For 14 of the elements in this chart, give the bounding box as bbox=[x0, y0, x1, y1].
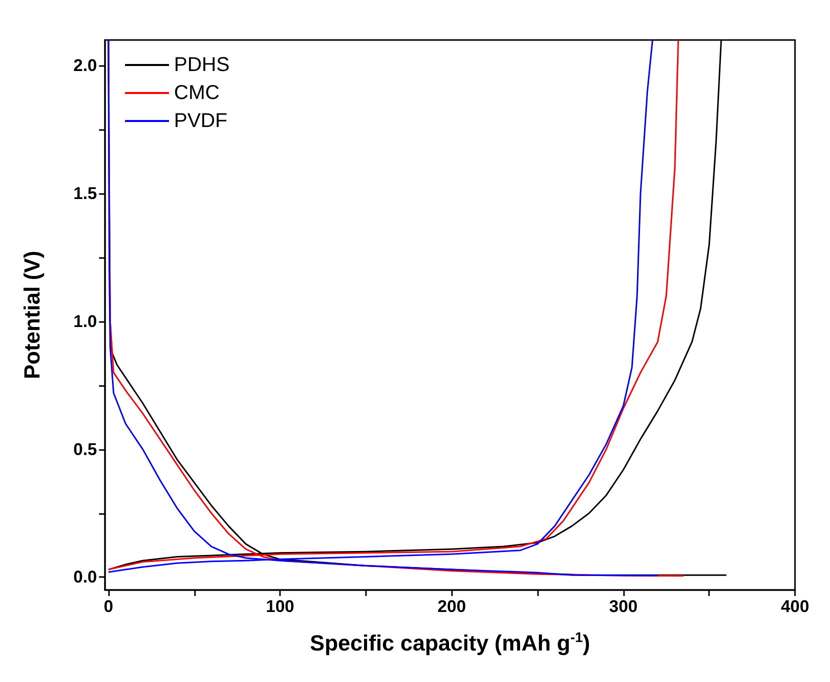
y-axis-title: Potential (V) bbox=[20, 250, 44, 380]
legend-label: PVDF bbox=[174, 110, 228, 132]
x-tick-label: 300 bbox=[609, 597, 638, 616]
y-tick-label: 2.0 bbox=[73, 56, 97, 76]
x-tick-label: 0 bbox=[104, 597, 114, 616]
legend-label: CMC bbox=[174, 82, 220, 104]
x-tick-label: 200 bbox=[438, 597, 466, 616]
x-tick-label: 400 bbox=[780, 597, 810, 616]
legend-label: PDHS bbox=[174, 54, 230, 76]
x-tick-label: 100 bbox=[266, 597, 294, 616]
y-tick-label: 0.5 bbox=[73, 440, 97, 459]
y-tick-label: 1.5 bbox=[73, 184, 97, 203]
y-tick-label: 0.0 bbox=[73, 568, 97, 587]
y-tick-label: 1.0 bbox=[73, 312, 97, 331]
